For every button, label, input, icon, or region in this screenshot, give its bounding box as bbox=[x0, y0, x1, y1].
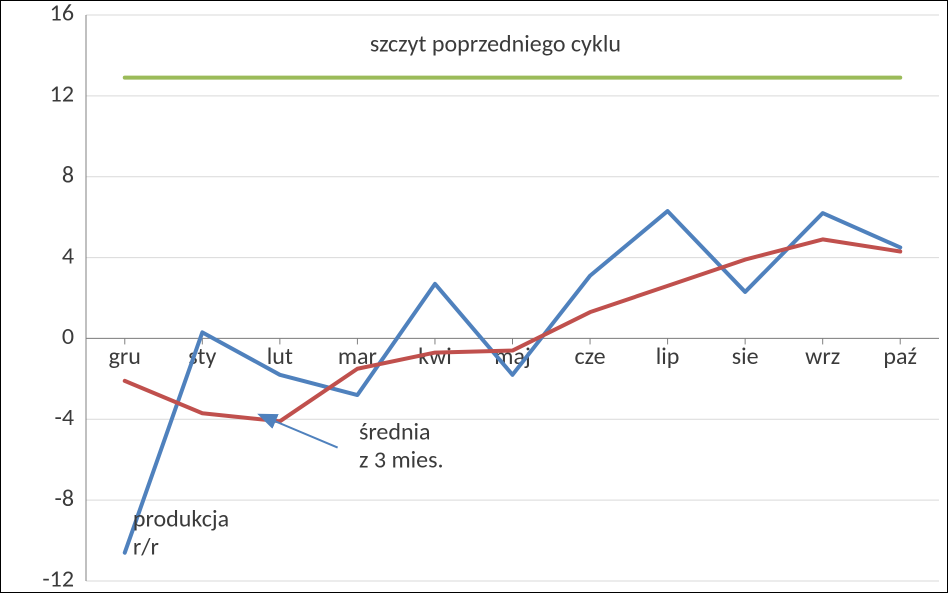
x-tick-label: lip bbox=[656, 342, 680, 371]
annotation-srednia-label: z 3 mies. bbox=[359, 446, 444, 475]
y-tick-label: -12 bbox=[42, 565, 74, 594]
x-tick-label: gru bbox=[109, 342, 141, 371]
series-srednia_3m bbox=[125, 239, 900, 421]
y-tick-label: -4 bbox=[54, 403, 74, 432]
chart-svg: -12-8-40481216grustylutmarkwimajczelipsi… bbox=[1, 1, 948, 594]
x-tick-label: paź bbox=[883, 342, 917, 371]
annotation-produkcja-label: r/r bbox=[133, 532, 159, 561]
annotation-produkcja-label: produkcja bbox=[133, 504, 229, 533]
y-tick-label: 4 bbox=[62, 241, 74, 270]
x-tick-label: cze bbox=[575, 342, 606, 371]
y-tick-label: 8 bbox=[62, 160, 74, 189]
series-produkcja_rr bbox=[125, 211, 900, 553]
x-tick-label: lut bbox=[267, 342, 293, 371]
y-tick-label: 0 bbox=[62, 322, 74, 351]
y-tick-label: -8 bbox=[54, 484, 74, 513]
annotation-arrow bbox=[261, 415, 338, 447]
annotation-srednia-label: średnia bbox=[359, 418, 431, 447]
y-tick-label: 16 bbox=[50, 1, 74, 28]
x-tick-label: wrz bbox=[805, 342, 840, 371]
annotation-szczyt-label: szczyt poprzedniego cyklu bbox=[370, 29, 621, 58]
chart-container: -12-8-40481216grustylutmarkwimajczelipsi… bbox=[0, 0, 948, 593]
x-tick-label: sie bbox=[732, 342, 759, 371]
y-tick-label: 12 bbox=[50, 80, 74, 109]
